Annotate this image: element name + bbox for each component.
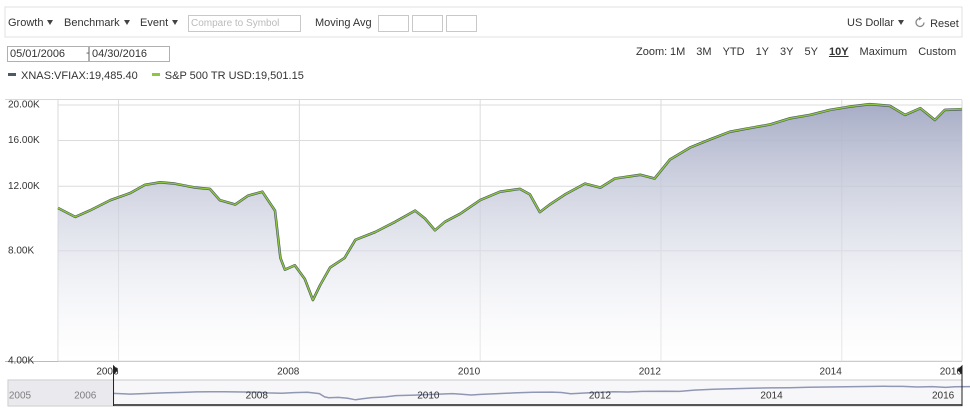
navigator-tick-label: 2010	[417, 391, 440, 402]
zoom-option[interactable]: 5Y	[804, 46, 818, 58]
growth-menu[interactable]: Growth	[8, 17, 54, 29]
legend-item: XNAS:VFIAX:19,485.40	[8, 70, 138, 82]
x-tick-label: 2014	[820, 367, 843, 378]
legend: XNAS:VFIAX:19,485.40 S&P 500 TR USD:19,50…	[8, 70, 608, 84]
navigator-unselected	[8, 380, 114, 406]
toolbar-frame	[4, 6, 963, 38]
x-tick-label: 2008	[277, 367, 300, 378]
menu-label: Growth	[8, 17, 44, 29]
zoom-option[interactable]: 1M	[670, 46, 686, 58]
reset-button[interactable]: Reset	[914, 16, 959, 30]
navigator-tick-label: 2005	[9, 391, 32, 402]
y-tick-label: 16.00K	[8, 135, 40, 146]
start-date-input[interactable]: 05/01/2006	[7, 46, 89, 62]
x-tick-label: 2016	[940, 367, 963, 378]
zoom-option[interactable]: 3Y	[780, 46, 794, 58]
navigator-tick-label: 2008	[246, 391, 269, 402]
caret	[172, 20, 179, 25]
placeholder: Compare to Symbol	[191, 18, 280, 29]
zoom-option[interactable]: 10Y	[828, 46, 849, 58]
menu-label: US Dollar	[847, 17, 895, 29]
series-line	[57, 103, 963, 301]
navigator-tick-label: 2016	[932, 391, 955, 402]
legend-swatch	[8, 73, 16, 76]
navigator-content: 2005 2006 2008 2010 2012 2014 2016	[8, 364, 970, 406]
x-tick-label: 2012	[639, 367, 662, 378]
benchmark-menu[interactable]: Benchmark	[64, 17, 130, 29]
moving-avg-input[interactable]	[446, 15, 477, 32]
legend-label: S&P 500 TR USD:19,501.15	[164, 70, 304, 82]
navigator-handle[interactable]	[113, 364, 119, 406]
navigator-line	[113, 385, 970, 401]
x-tick-label: 2006	[96, 367, 119, 378]
legend-swatch	[151, 73, 160, 76]
moving-avg-input[interactable]	[412, 15, 443, 32]
start-date: 05/01/2006	[10, 48, 66, 60]
zoom-bar: Zoom: 1M 3M YTD 1Y 3Y 5Y 10Y Maximum Custom	[636, 0, 966, 70]
y-tick-label: 8.00K	[8, 245, 34, 256]
caret	[123, 20, 130, 25]
zoom-option[interactable]: 3M	[696, 46, 712, 58]
y-tick-label: 12.00K	[8, 181, 40, 192]
currency-menu[interactable]: US Dollar	[847, 17, 905, 29]
reset-label: Reset	[930, 18, 959, 30]
navigator-tick-label: 2014	[760, 391, 783, 402]
event-menu[interactable]: Event	[140, 17, 179, 29]
zoom-option[interactable]: YTD	[722, 46, 745, 58]
compare-input[interactable]: Compare to Symbol	[188, 15, 301, 32]
end-date-input[interactable]: 04/30/2016	[89, 46, 170, 62]
zoom-option[interactable]: 1Y	[755, 46, 770, 58]
legend-label: XNAS:VFIAX:19,485.40	[21, 70, 138, 82]
x-tick-label: 2010	[458, 367, 481, 378]
zoom-option[interactable]: Custom	[918, 46, 957, 58]
caret	[47, 20, 54, 25]
zoom-option[interactable]: Maximum	[859, 46, 908, 58]
moving-avg-input[interactable]	[378, 15, 409, 32]
date-separator: -	[86, 47, 90, 59]
reset-icon	[915, 16, 925, 28]
y-tick-label: 20.00K	[8, 100, 40, 111]
menu-label: Event	[140, 17, 169, 29]
caret	[898, 20, 905, 25]
navigator-tick-label: 2012	[589, 391, 612, 402]
moving-avg-label: Moving Avg	[315, 17, 372, 29]
area	[58, 104, 962, 361]
menu-label: Benchmark	[64, 17, 120, 29]
y-tick-label: 4.00K	[8, 356, 34, 367]
navigator-tick-label: 2006	[74, 391, 97, 402]
end-date: 04/30/2016	[92, 48, 148, 60]
plot-area: 4.00K 8.00K 12.00K 16.00K 20.00K 2006 2008 2010…	[8, 100, 962, 378]
navigator-handle[interactable]	[957, 364, 963, 406]
zoom-label: Zoom:	[636, 46, 668, 58]
legend-item: S&P 500 TR USD:19,501.15	[151, 70, 304, 82]
